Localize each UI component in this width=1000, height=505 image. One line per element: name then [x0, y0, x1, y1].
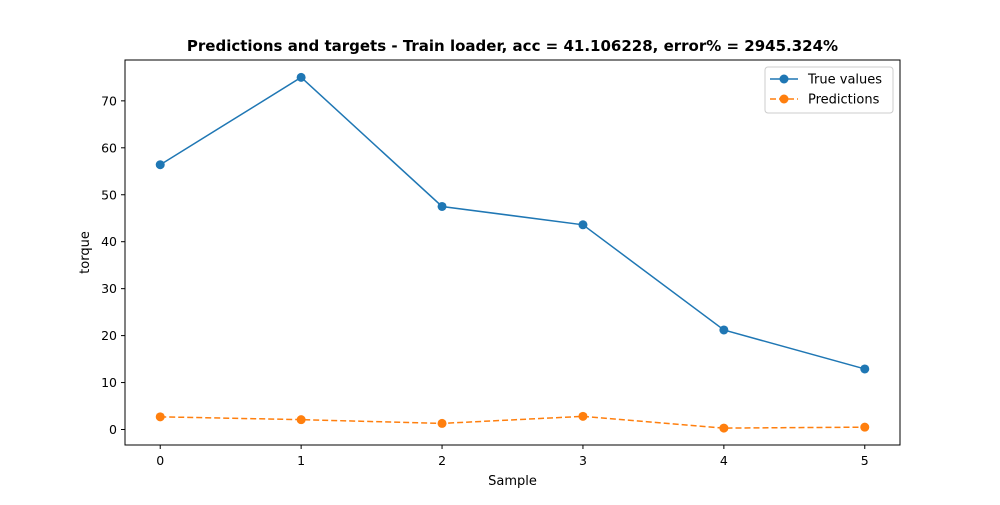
data-point — [296, 415, 306, 425]
data-point — [719, 325, 729, 335]
series-layer — [155, 72, 870, 433]
y-tick-label: 40 — [101, 234, 117, 249]
y-axis-label: torque — [78, 231, 93, 274]
y-tick-label: 70 — [101, 93, 117, 108]
y-tick-label: 20 — [101, 328, 117, 343]
y-tick-label: 10 — [101, 375, 117, 390]
data-point — [437, 418, 447, 428]
data-point — [578, 220, 588, 230]
y-tick-label: 50 — [101, 187, 117, 202]
x-tick-label: 0 — [156, 453, 164, 468]
series-true-values — [155, 72, 870, 374]
x-tick-label: 1 — [297, 453, 305, 468]
x-tick-label: 5 — [861, 453, 869, 468]
legend-marker — [779, 74, 789, 84]
legend-marker — [779, 94, 789, 104]
series-line — [159, 76, 865, 370]
plot-frame — [124, 59, 901, 446]
y-tick-label: 0 — [109, 422, 117, 437]
data-point — [860, 364, 870, 374]
x-axis-label: Sample — [488, 474, 537, 489]
y-tick-label: 30 — [101, 281, 117, 296]
legend-label: True values — [807, 73, 882, 88]
y-tick-label: 60 — [101, 140, 117, 155]
x-tick-label: 3 — [579, 453, 587, 468]
chart-title: Predictions and targets - Train loader, … — [187, 37, 838, 55]
legend-label: Predictions — [808, 93, 880, 108]
data-point — [719, 423, 729, 433]
data-point — [437, 201, 447, 211]
series-predictions — [155, 411, 870, 433]
data-point — [578, 411, 588, 421]
data-point — [155, 160, 165, 170]
data-point — [155, 412, 165, 422]
legend: True values Predictions — [764, 66, 894, 114]
data-point — [296, 72, 306, 82]
data-point — [860, 422, 870, 432]
x-tick-label: 4 — [720, 453, 728, 468]
series-line — [160, 415, 865, 429]
x-tick-label: 2 — [438, 453, 446, 468]
